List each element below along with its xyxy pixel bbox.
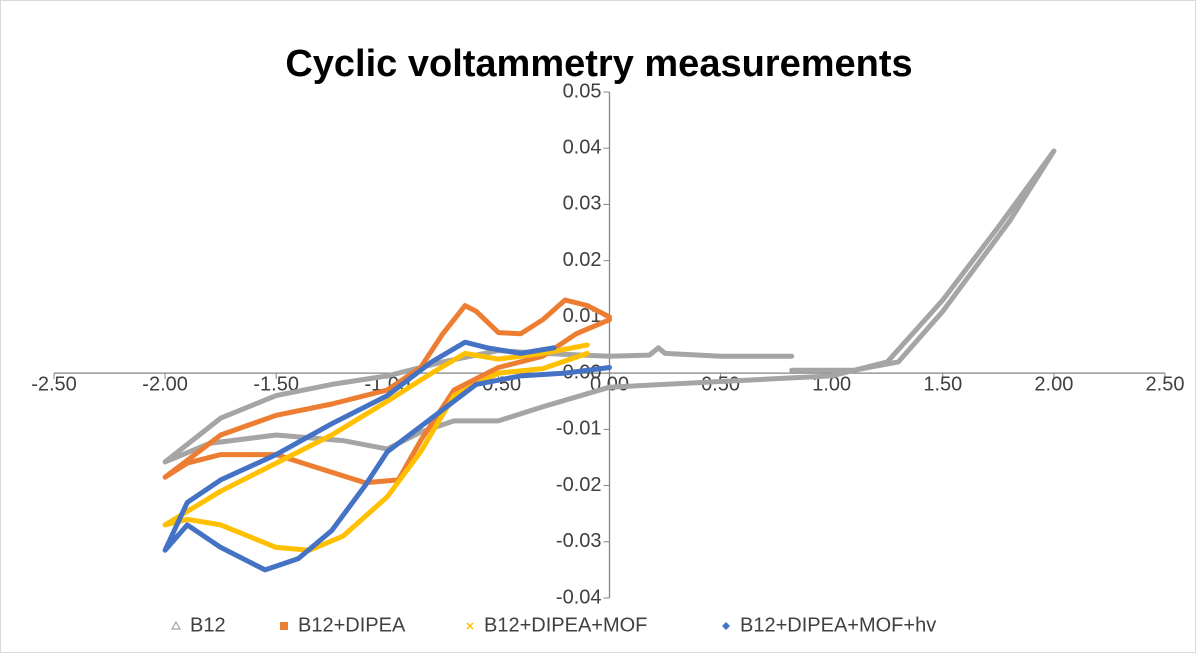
x-tick-label: 2.00: [1034, 373, 1073, 395]
y-tick-label: 0.02: [563, 249, 602, 271]
legend-label: B12: [190, 614, 226, 636]
y-tick-label: 0.03: [563, 193, 602, 215]
y-tick-label: -0.02: [556, 474, 602, 496]
x-tick-label: -2.00: [142, 373, 188, 395]
x-tick-label: -1.50: [253, 373, 299, 395]
y-tick-label: 0.04: [563, 137, 602, 159]
legend-label: B12+DIPEA+MOF: [484, 614, 647, 636]
legend-marker: [280, 622, 288, 630]
y-tick-label: -0.04: [556, 586, 602, 608]
legend-marker: [466, 622, 474, 630]
legend-marker: [722, 622, 730, 630]
x-tick-label: 1.50: [923, 373, 962, 395]
x-tick-label: 2.50: [1146, 373, 1185, 395]
y-tick-label: 0.05: [563, 80, 602, 102]
x-tick-label: -2.50: [31, 373, 77, 395]
chart-title: Cyclic voltammetry measurements: [285, 43, 912, 85]
legend-label: B12+DIPEA+MOF+hv: [740, 614, 936, 636]
y-tick-label: -0.01: [556, 418, 602, 440]
legend-label: B12+DIPEA: [298, 614, 406, 636]
legend-marker: [170, 620, 182, 630]
series-line: [162, 339, 612, 573]
series-line: [162, 342, 590, 553]
y-tick-label: -0.03: [556, 530, 602, 552]
